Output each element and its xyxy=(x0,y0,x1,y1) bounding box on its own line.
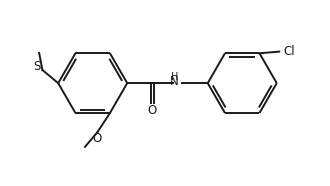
Text: O: O xyxy=(148,104,157,117)
Text: H: H xyxy=(171,72,178,82)
Text: S: S xyxy=(33,60,40,73)
Text: O: O xyxy=(92,132,102,145)
Text: N: N xyxy=(170,75,179,88)
Text: Cl: Cl xyxy=(284,45,295,58)
